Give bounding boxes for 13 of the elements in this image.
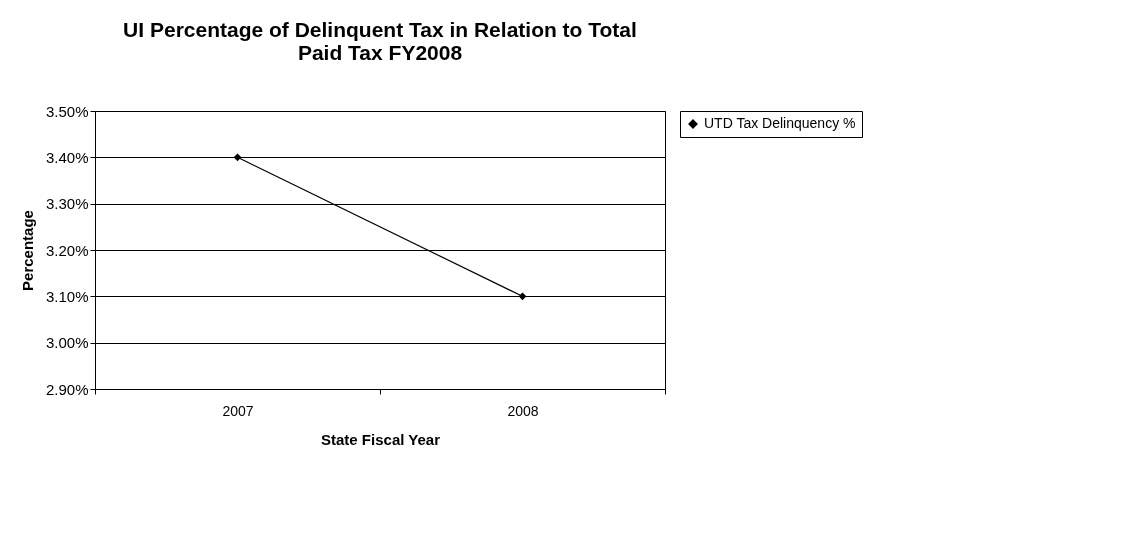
- y-tick-label: 3.20%: [45, 241, 89, 259]
- y-tick-label: 2.90%: [45, 380, 89, 398]
- legend-label: UTD Tax Delinquency %: [704, 115, 856, 131]
- x-axis-title: State Fiscal Year: [321, 430, 441, 448]
- chart-title: UI Percentage of Delinquent Tax in Relation to Total Paid Tax FY2008: [123, 18, 637, 64]
- y-axis-title: Percentage: [18, 210, 36, 291]
- y-tick-label: 3.30%: [45, 195, 89, 213]
- y-tick-label: 3.40%: [45, 148, 89, 166]
- y-tick-label: 3.00%: [45, 334, 89, 352]
- x-tick-label: 2007: [222, 402, 254, 419]
- x-tick-label: 2008: [507, 402, 539, 419]
- y-tick-label: 3.10%: [45, 287, 89, 305]
- y-tick-label: 3.50%: [45, 102, 89, 120]
